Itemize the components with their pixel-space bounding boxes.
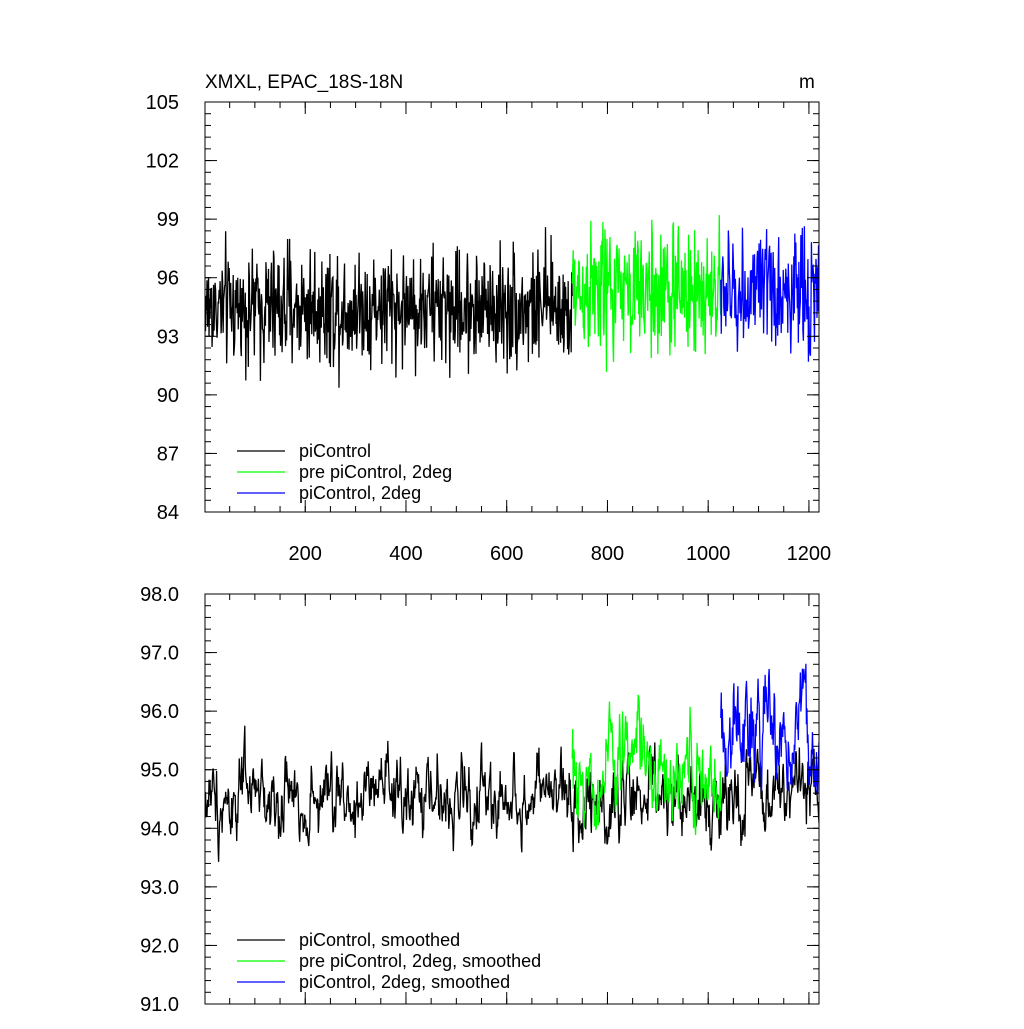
y-tick-label: 96 [157,268,179,290]
x-tick-label: 200 [289,543,322,565]
y-tick-label: 84 [157,502,179,524]
series-line-2 [571,694,722,836]
legend-label-2: pre piControl, 2deg, smoothed [299,951,541,971]
y-tick-label: 93 [157,326,179,348]
panel-top: 84 87 90 93 96 99 102 105 200 400 600 800 1000 1200 XM… [146,72,832,565]
legend-label-1: piControl [299,441,371,461]
y-tick-label: 93.0 [140,877,179,899]
y-tick-label: 105 [146,92,179,114]
y-tick-label: 98.0 [140,584,179,606]
series-line-1 [205,227,573,388]
series-line-3 [720,663,819,795]
x-tick-label: 1200 [787,543,832,565]
y-tick-label: 87 [157,443,179,465]
legend-label-1: piControl, smoothed [299,930,460,950]
plot-frame [204,593,820,1005]
y-tick-label: 91.0 [140,994,179,1016]
series-line-2 [571,215,722,372]
chart-title: XMXL, EPAC_18S-18N [205,72,403,93]
panel-bottom: 91.0 92.0 93.0 94.0 95.0 96.0 97.0 98.0 piContro… [140,584,820,1016]
legend-label-3: piControl, 2deg [299,483,421,503]
units-label: m [799,72,815,93]
y-tick-label: 99 [157,209,179,231]
y-tick-label: 102 [146,151,179,173]
x-tick-label: 800 [591,543,624,565]
series-line-3 [720,226,819,362]
y-tick-label: 95.0 [140,760,179,782]
y-tick-label: 97.0 [140,643,179,665]
series-line-1 [205,725,819,862]
y-tick-label: 94.0 [140,818,179,840]
legend-label-3: piControl, 2deg, smoothed [299,972,510,992]
legend-label-2: pre piControl, 2deg [299,462,452,482]
y-tick-label: 96.0 [140,701,179,723]
x-tick-label: 600 [490,543,523,565]
x-tick-label: 400 [389,543,422,565]
y-tick-label: 90 [157,385,179,407]
x-tick-label: 1000 [686,543,731,565]
plot-frame [204,101,820,513]
y-tick-label: 92.0 [140,935,179,957]
